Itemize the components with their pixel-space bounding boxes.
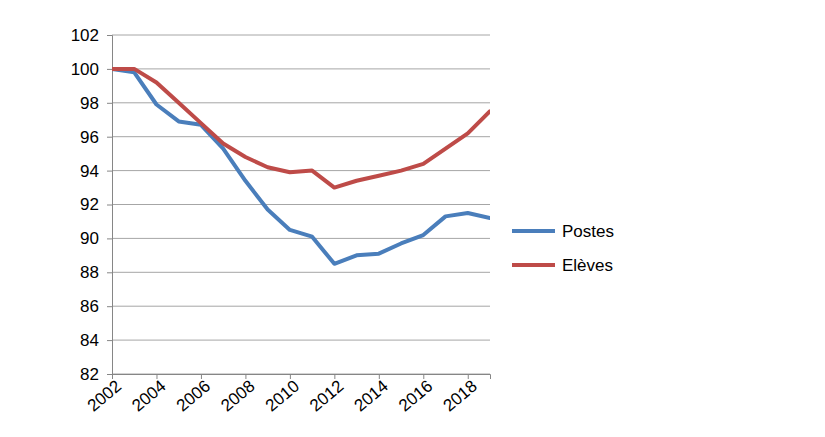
y-tick-mark — [107, 205, 112, 206]
y-tick: 96 — [80, 128, 112, 147]
grid — [112, 35, 490, 374]
y-axis-line — [107, 36, 113, 375]
y-tick-label: 82 — [80, 365, 99, 384]
grid-line — [112, 204, 490, 205]
series-line — [112, 69, 490, 188]
y-tick-label: 98 — [80, 94, 99, 113]
y-axis: 82 84 86 88 90 92 94 96 98 100 102 — [71, 26, 113, 384]
y-tick: 86 — [80, 297, 112, 316]
grid-line — [112, 68, 490, 69]
y-tick: 98 — [80, 94, 112, 113]
x-tick: 2006 — [173, 374, 214, 415]
y-tick-mark — [107, 35, 112, 36]
y-tick-mark — [107, 340, 112, 341]
y-tick-mark — [107, 272, 112, 273]
lines — [112, 69, 490, 264]
grid-line — [112, 136, 490, 137]
x-tick: 2014 — [351, 374, 392, 415]
y-tick-mark — [107, 238, 112, 239]
grid-line — [112, 35, 490, 36]
legend: Postes Elèves — [512, 222, 614, 275]
x-tick: 2008 — [217, 374, 258, 415]
x-tick-label: 2010 — [262, 377, 303, 416]
x-tick-label: 2004 — [128, 377, 169, 416]
y-tick-label: 86 — [80, 297, 99, 316]
x-tick-label: 2002 — [84, 377, 125, 416]
x-tick: 2018 — [440, 374, 481, 415]
y-tick: 94 — [80, 162, 112, 181]
legend-swatch — [512, 229, 555, 233]
x-tick-label: 2018 — [440, 377, 481, 416]
y-tick-label: 92 — [80, 195, 99, 214]
y-tick-label: 94 — [80, 162, 99, 181]
x-tick-label: 2016 — [395, 377, 436, 416]
y-tick: 92 — [80, 195, 112, 214]
x-tick: 2012 — [306, 374, 347, 415]
x-tick-label: 2008 — [217, 377, 258, 416]
y-tick-label: 96 — [80, 128, 99, 147]
y-tick-mark — [107, 137, 112, 138]
x-tick-label: 2012 — [306, 377, 347, 416]
x-axis: 200220042006200820102012201420162018 — [84, 374, 491, 415]
x-axis-line — [113, 375, 491, 380]
grid-line — [112, 272, 490, 273]
y-tick: 90 — [80, 229, 112, 248]
grid-line — [112, 340, 490, 341]
x-tick: 2002 — [84, 374, 125, 415]
y-tick-label: 100 — [71, 60, 99, 79]
series-line — [112, 69, 490, 264]
legend-label: Elèves — [562, 256, 613, 275]
grid-line — [112, 102, 490, 103]
y-tick-mark — [107, 103, 112, 104]
legend-swatch — [512, 263, 555, 267]
grid-line — [112, 306, 490, 307]
y-tick-mark — [107, 69, 112, 70]
chart: 82 84 86 88 90 92 94 96 98 100 102 2002200420062008… — [0, 0, 825, 437]
x-tick: 2016 — [395, 374, 436, 415]
x-tick-label: 2014 — [351, 377, 392, 416]
x-tick: 2010 — [262, 374, 303, 415]
grid-line — [112, 238, 490, 239]
y-tick: 102 — [71, 26, 112, 45]
y-tick-label: 102 — [71, 26, 99, 45]
y-tick-label: 88 — [80, 263, 99, 282]
y-tick-label: 84 — [80, 331, 99, 350]
x-tick-label: 2006 — [173, 377, 214, 416]
legend-label: Postes — [562, 222, 614, 241]
x-tick: 2004 — [128, 374, 169, 415]
y-tick: 100 — [71, 60, 112, 79]
y-tick-mark — [107, 306, 112, 307]
y-tick: 84 — [80, 331, 112, 350]
y-tick-mark — [107, 171, 112, 172]
y-tick-label: 90 — [80, 229, 99, 248]
y-tick: 88 — [80, 263, 112, 282]
y-tick-mark — [107, 374, 112, 375]
